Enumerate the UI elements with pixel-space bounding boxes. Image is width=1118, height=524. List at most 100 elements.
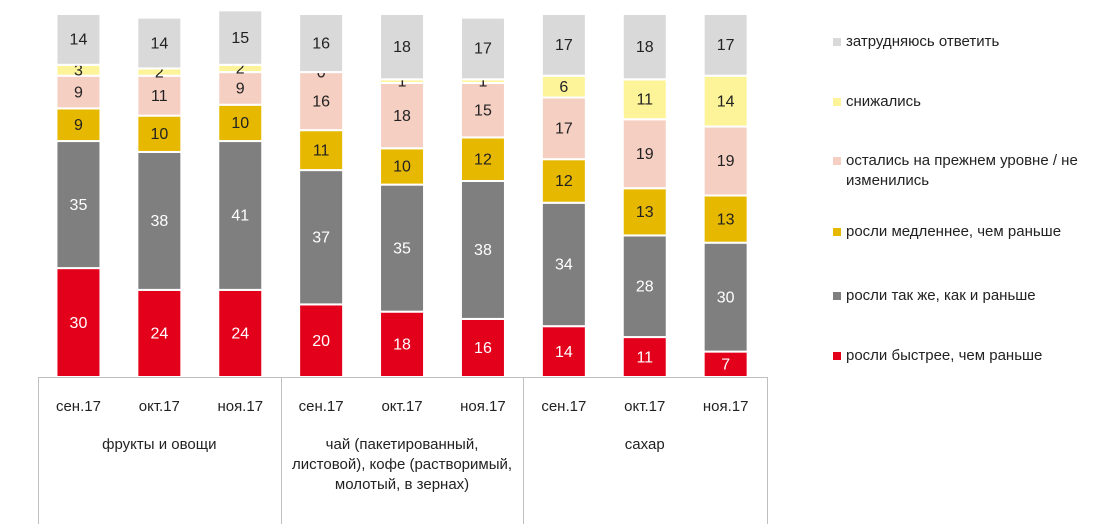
- data-label: 34: [555, 257, 573, 274]
- data-label: 18: [393, 108, 411, 125]
- data-label: 24: [231, 326, 249, 343]
- data-label: 16: [474, 340, 492, 357]
- data-label: 16: [312, 35, 330, 52]
- bar-segment: [55, 267, 102, 379]
- bar-segment: [298, 169, 345, 306]
- data-label: 19: [717, 153, 735, 170]
- bar-segment: [136, 150, 183, 291]
- bar-segment: [55, 107, 102, 143]
- bar-segment: [621, 13, 668, 81]
- data-label: 35: [70, 197, 88, 214]
- legend-entry: затрудняюсь ответить: [833, 32, 1118, 52]
- data-label: 11: [636, 349, 653, 366]
- data-label: 2: [155, 64, 164, 81]
- data-label: 13: [636, 204, 654, 221]
- bar-segment: [298, 303, 345, 378]
- data-label: 17: [717, 37, 735, 54]
- bar-segment: [136, 16, 183, 70]
- legend-entry: остались на прежнем уровне / не изменили…: [833, 151, 1118, 191]
- group-label: фрукты и овощи: [102, 436, 217, 453]
- bar-segment: [621, 118, 668, 190]
- data-label: 15: [231, 30, 249, 47]
- data-label: 16: [312, 93, 330, 110]
- bar-segment: [702, 13, 749, 77]
- bar-segment: [459, 136, 506, 182]
- x-tick-label: сен.17: [55, 398, 101, 415]
- data-label: 10: [150, 126, 168, 143]
- bar-segment: [459, 81, 506, 139]
- bar-segment: [298, 13, 345, 74]
- data-label: 11: [636, 92, 653, 109]
- data-label: 1: [478, 73, 487, 90]
- data-label: 10: [393, 159, 411, 176]
- data-label: 14: [555, 344, 573, 361]
- bar-segment: [621, 78, 668, 121]
- legend-swatch: [833, 352, 841, 360]
- data-label: 19: [636, 146, 654, 163]
- bar-segment: [540, 96, 587, 161]
- bar-segment: [217, 9, 264, 66]
- data-label: 38: [474, 242, 492, 259]
- legend-entry: росли быстрее, чем раньше: [833, 346, 1118, 366]
- bar-segment: [540, 201, 587, 328]
- legend-entry: росли медленнее, чем раньше: [833, 222, 1118, 242]
- bar-segment: [379, 13, 426, 81]
- x-tick-label: сен.17: [298, 398, 344, 415]
- bar-segment: [540, 13, 587, 77]
- bar-segment: [702, 125, 749, 197]
- data-label: 18: [393, 39, 411, 56]
- bar-segment: [459, 16, 506, 81]
- data-label: 14: [717, 93, 735, 110]
- data-label: 9: [236, 81, 245, 98]
- data-label: 11: [313, 142, 330, 159]
- x-tick-label: ноя.17: [702, 398, 749, 415]
- group-divider: [280, 377, 282, 524]
- legend-swatch: [833, 98, 841, 106]
- data-label: 11: [151, 88, 168, 105]
- data-label: 12: [555, 173, 573, 190]
- legend-swatch: [833, 292, 841, 300]
- data-label: 17: [555, 121, 573, 138]
- legend-swatch: [833, 157, 841, 165]
- axis-box: [38, 377, 769, 524]
- data-label: 9: [74, 84, 83, 101]
- group-label: сахар: [624, 436, 665, 453]
- data-label: 14: [70, 32, 88, 49]
- bar-segment: [621, 234, 668, 339]
- bar-segment: [136, 74, 183, 117]
- x-tick-label: окт.17: [624, 398, 666, 415]
- data-label: 35: [393, 240, 411, 257]
- data-label: 41: [231, 208, 249, 225]
- data-label: 28: [636, 278, 654, 295]
- data-label: 37: [312, 229, 330, 246]
- data-label: 10: [231, 115, 249, 132]
- data-label: 6: [559, 79, 568, 96]
- x-tick-label: сен.17: [541, 398, 587, 415]
- data-label: 17: [555, 37, 573, 54]
- bar-segment: [621, 187, 668, 237]
- group-label: чай (пакетированный, листовой), кофе (ра…: [292, 436, 513, 493]
- bar-segment: [379, 81, 426, 150]
- bar-segment: [379, 310, 426, 378]
- bar-segment: [217, 71, 264, 106]
- x-tick-label: окт.17: [138, 398, 180, 415]
- data-label: 18: [393, 337, 411, 354]
- data-label: 30: [717, 289, 735, 306]
- data-label: 14: [150, 35, 168, 52]
- bar-segment: [379, 147, 426, 186]
- bar-segment: [298, 129, 345, 172]
- data-label: 9: [74, 117, 83, 134]
- bar-segment: [459, 179, 506, 320]
- bar-segment: [217, 288, 264, 379]
- data-label: 38: [150, 213, 168, 230]
- legend-entry: росли так же, как и раньше: [833, 286, 1118, 306]
- bar-segment: [702, 241, 749, 353]
- data-label: 12: [474, 151, 492, 168]
- bar-segment: [55, 13, 102, 66]
- data-label: 20: [312, 333, 330, 350]
- data-label: 24: [150, 326, 168, 343]
- x-tick-label: окт.17: [381, 398, 423, 415]
- data-label: 1: [398, 73, 407, 90]
